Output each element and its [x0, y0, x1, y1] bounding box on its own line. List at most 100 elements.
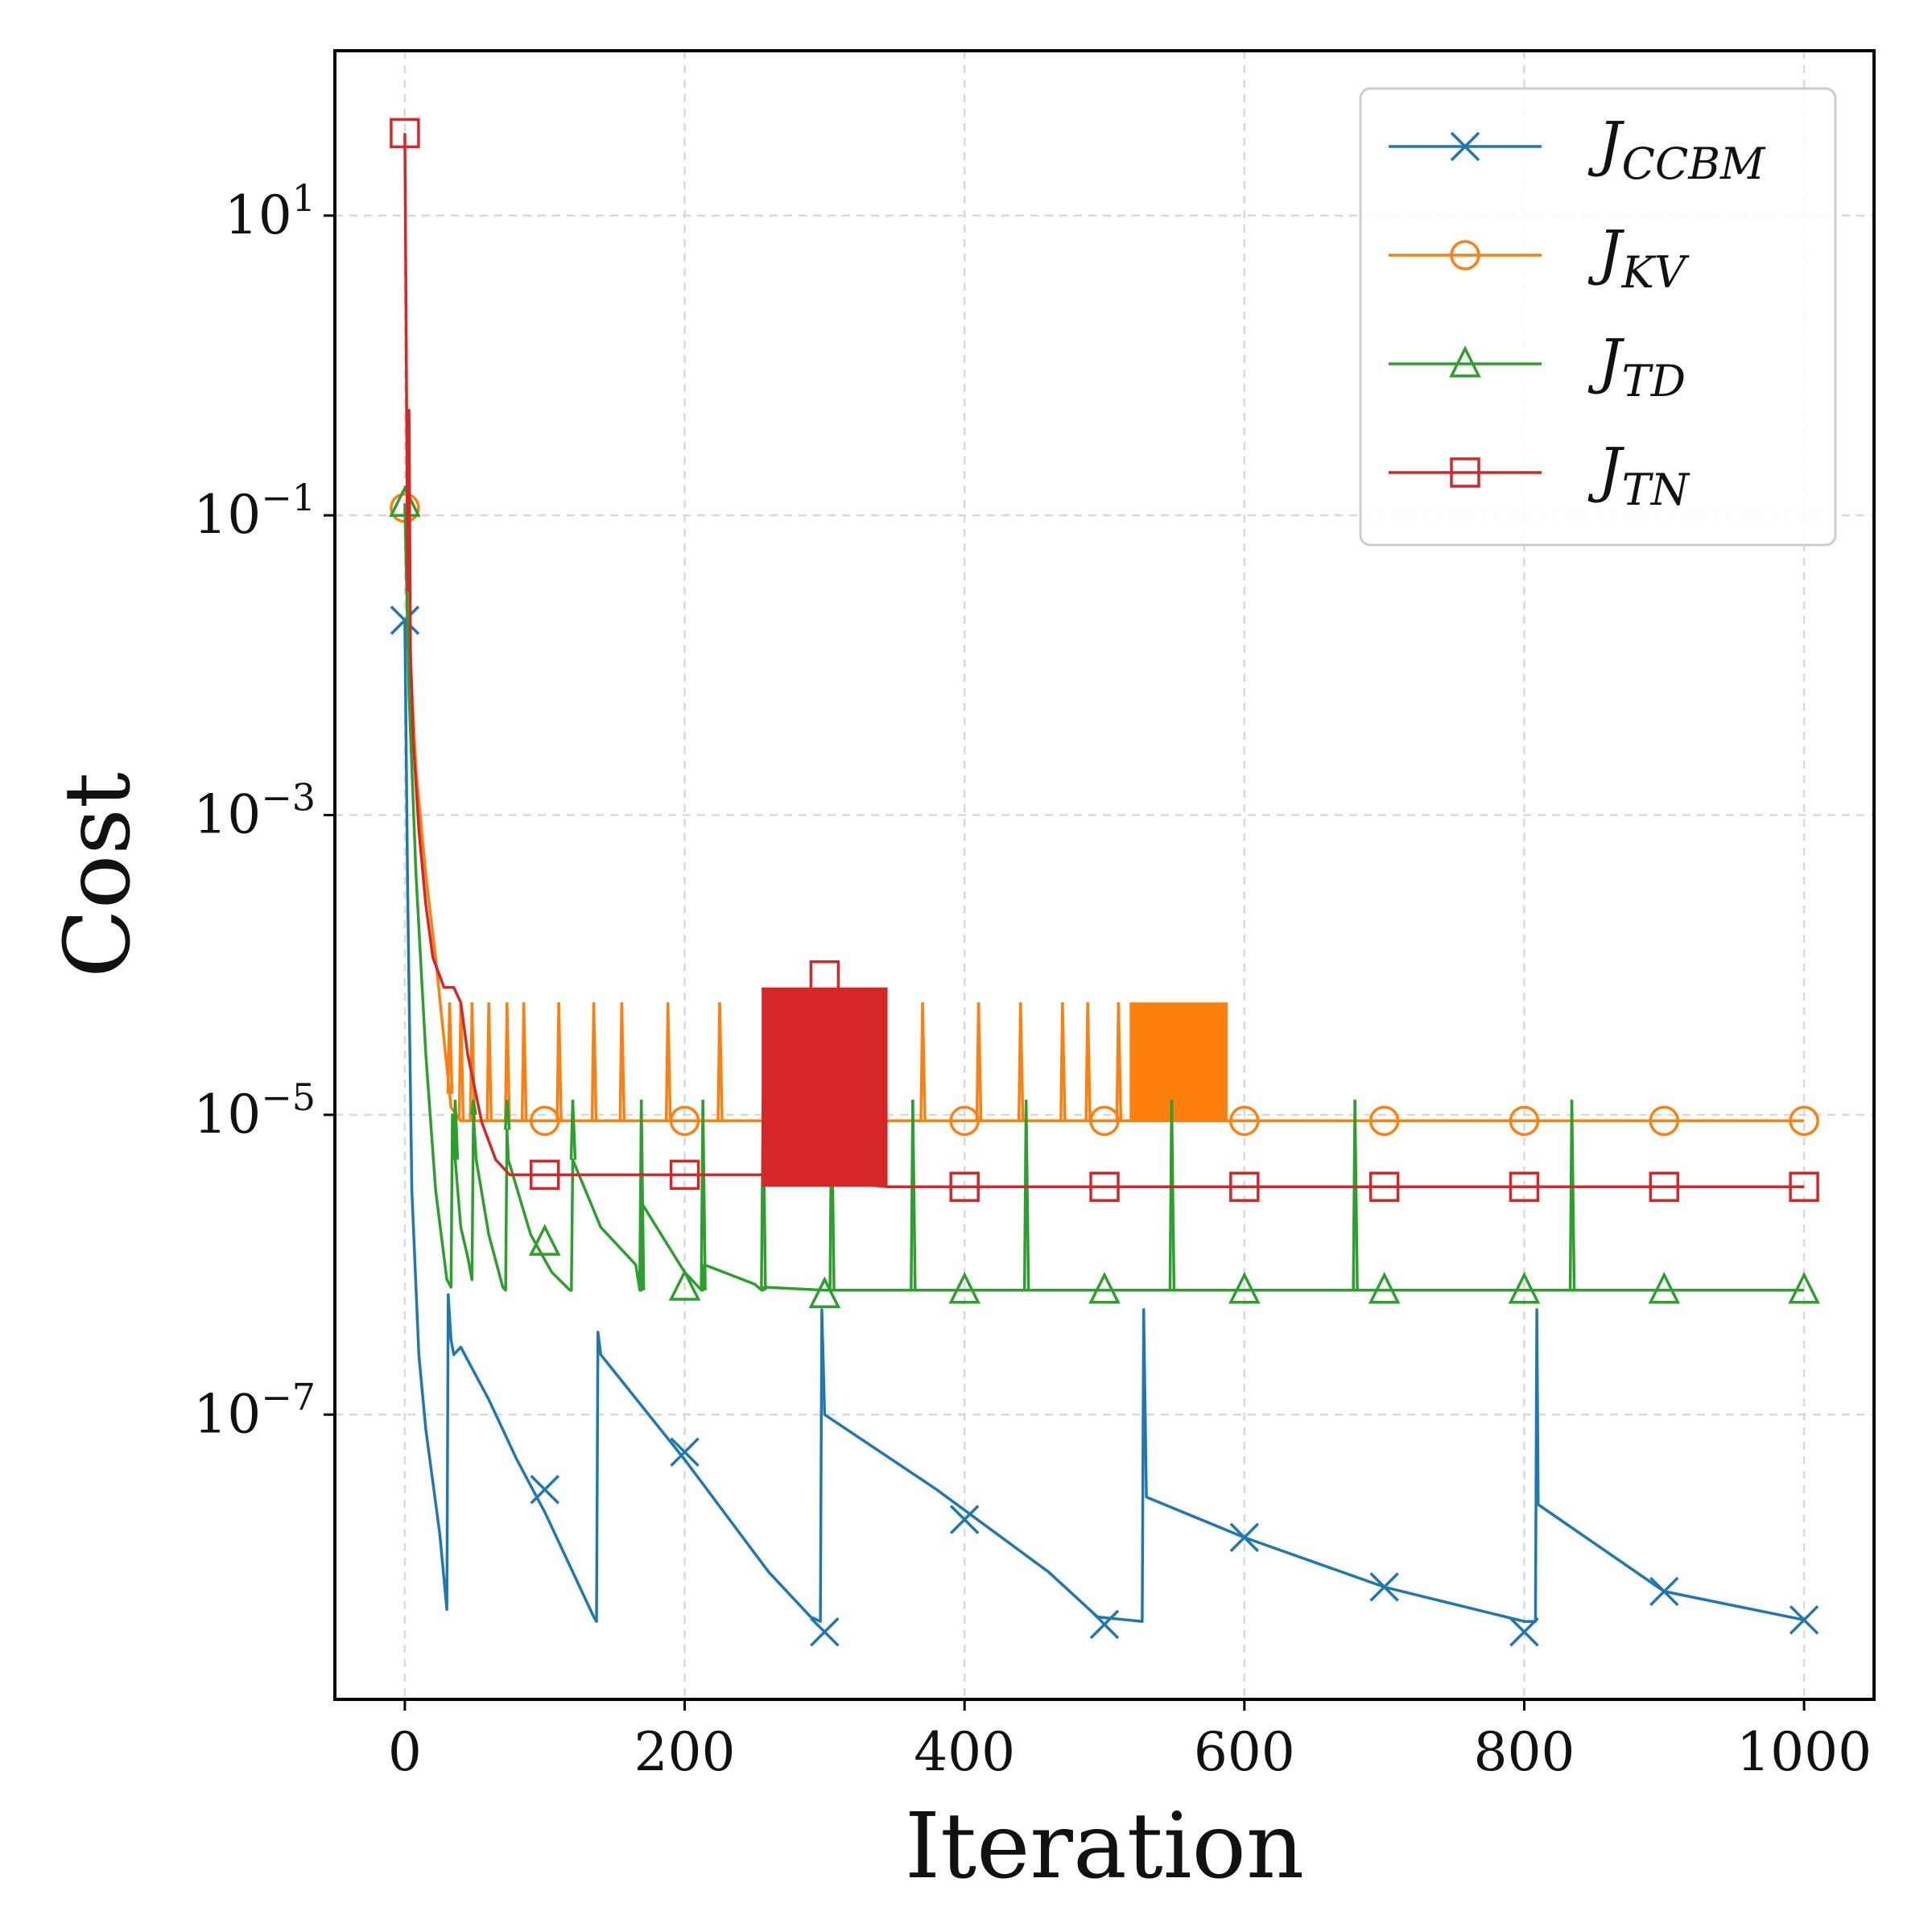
series-kv-spike [1018, 1002, 1025, 1121]
series-td-spike [453, 1100, 460, 1160]
y-axis-title: Cost [46, 772, 151, 978]
series-ccbm-marker [670, 1437, 700, 1468]
series-kv-marker [1229, 1105, 1260, 1137]
series-td-spike [506, 1100, 511, 1130]
series-tn-marker [1229, 1171, 1260, 1203]
plot-area [389, 118, 1820, 1647]
legend-marker-ccbm [1450, 131, 1480, 162]
y-tick-label: 10−7 [193, 1375, 316, 1445]
series-kv-spike [1061, 1002, 1067, 1121]
series-td-marker [1368, 1271, 1401, 1304]
series-td-spike [472, 1099, 477, 1116]
series-ccbm-marker [1229, 1522, 1260, 1553]
series-td-marker [808, 1276, 841, 1309]
series-kv-marker [1789, 1105, 1819, 1137]
series-ccbm-marker [1369, 1572, 1399, 1602]
series-kv-spike [487, 1002, 493, 1121]
series-kv-spike [1086, 1002, 1092, 1121]
series-kv-spike [459, 1002, 465, 1121]
series-td-spike [911, 1100, 917, 1290]
series-tn-marker [529, 1159, 560, 1191]
legend-marker-tn [1450, 457, 1480, 488]
series-td-marker [1088, 1271, 1121, 1304]
series-kv-spike [620, 1002, 626, 1121]
series-td-spike [571, 1100, 577, 1160]
series-ccbm-marker [1509, 1616, 1539, 1647]
series-td-marker [1228, 1271, 1261, 1304]
series-kv-spike [1117, 1002, 1123, 1121]
series-kv-spike [592, 1002, 598, 1121]
series-kv-marker [1089, 1105, 1120, 1137]
series-td [389, 485, 1820, 1309]
series-kv-spike [976, 1002, 983, 1121]
y-tick-label: 101 [225, 176, 316, 246]
series-td-marker [1648, 1271, 1681, 1304]
series-td-marker [528, 1224, 561, 1256]
series-td-marker [389, 485, 421, 518]
series-tn-line [403, 133, 1805, 1189]
y-tick-label: 10−5 [193, 1075, 316, 1146]
series-td-marker [1788, 1271, 1820, 1304]
axes-frame [333, 49, 1876, 1701]
series-td-spike [1170, 1100, 1176, 1290]
legend-box [1359, 87, 1837, 547]
series-tn-marker [1368, 1171, 1400, 1203]
series-kv-marker [949, 1105, 980, 1137]
series-kv-spike [506, 1002, 511, 1121]
series-kv-spike [666, 1002, 672, 1121]
y-axis-ticks: 101 10−1 10−3 10−5 10−7 [193, 176, 335, 1445]
x-tick-label: 800 [1473, 1721, 1575, 1783]
series-kv-oscillation-band [1129, 1002, 1228, 1121]
series-ccbm-marker [530, 1475, 559, 1505]
series-tn-marker [949, 1171, 980, 1203]
series-td-spike [1570, 1100, 1576, 1290]
x-axis-title: Iteration [905, 1794, 1304, 1899]
series-kv-spike [921, 1002, 927, 1121]
series-ccbm-marker [949, 1505, 980, 1534]
series-tn-marker [669, 1159, 700, 1191]
series-kv-spike [718, 1002, 724, 1121]
series-kv-marker [529, 1105, 560, 1137]
series-kv-spike [522, 1002, 528, 1121]
series-tn-oscillation-band [762, 987, 888, 1187]
series-ccbm [390, 605, 1819, 1647]
series-td-marker [668, 1269, 701, 1301]
x-tick-label: 400 [914, 1721, 1015, 1783]
series-ccbm-marker [810, 1616, 840, 1647]
y-tick-label: 10−3 [193, 776, 316, 846]
series-kv-marker [669, 1105, 700, 1137]
x-tick-label: 0 [388, 1721, 422, 1783]
x-tick-label: 1000 [1736, 1721, 1872, 1783]
series-ccbm-marker [1089, 1609, 1120, 1640]
series-ccbm-marker [390, 605, 420, 635]
series-tn-marker [1789, 1171, 1819, 1203]
legend-marker-kv [1450, 240, 1480, 270]
series-tn-marker [809, 960, 840, 991]
series-tn-marker [1089, 1171, 1120, 1203]
legend-label-tn: JTN [1587, 436, 1690, 515]
series-td-spike [1353, 1100, 1359, 1290]
series-td-spike [701, 1100, 707, 1290]
legend-marker-td [1449, 345, 1481, 378]
series-kv-marker [1649, 1105, 1680, 1137]
series-ccbm-marker [1789, 1605, 1819, 1635]
y-tick-label: 10−1 [193, 476, 316, 546]
x-tick-label: 600 [1194, 1721, 1295, 1783]
series-tn-marker [1509, 1171, 1540, 1203]
series-td-marker [1508, 1271, 1541, 1304]
series-td-marker [948, 1271, 981, 1304]
x-axis-ticks: 0 200 400 600 800 1000 [388, 1699, 1872, 1783]
series-td-spike [1024, 1100, 1030, 1290]
series-kv-spike [557, 1002, 563, 1121]
series-tn [390, 118, 1819, 1203]
series-kv-marker [1368, 1105, 1400, 1137]
series-td-spike [639, 1100, 646, 1290]
legend-item-tn: JTN [1389, 436, 1690, 515]
series-tn-marker [1649, 1171, 1680, 1203]
series-kv-marker [1509, 1105, 1540, 1137]
series-kv-spike [448, 1002, 454, 1094]
series-ccbm-marker [1649, 1576, 1679, 1607]
series-ccbm-line [403, 620, 1805, 1623]
